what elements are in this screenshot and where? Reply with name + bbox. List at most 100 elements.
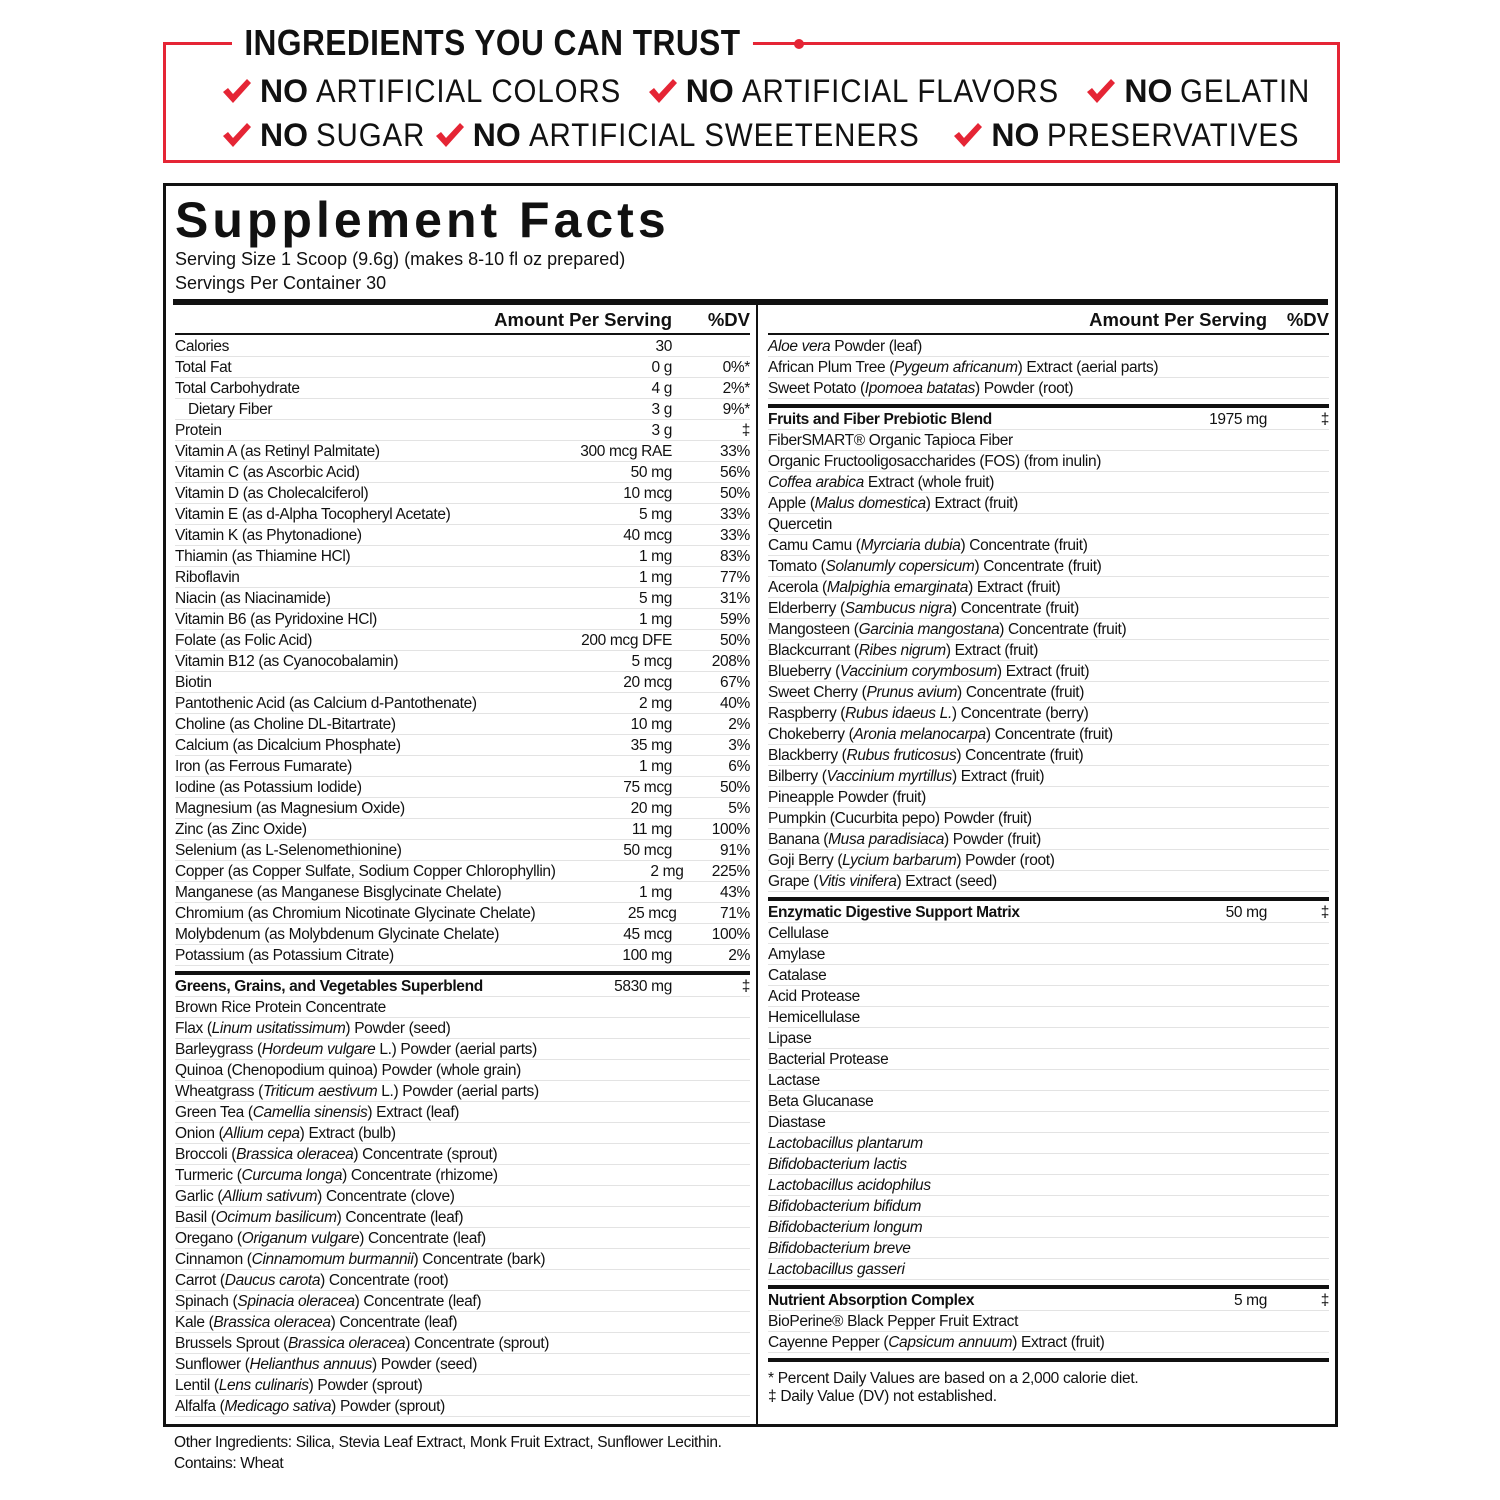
- row: Enzymatic Digestive Support Matrix 50 mg ‡: [768, 902, 1329, 923]
- row: Calcium (as Dicalcium Phosphate) 35 mg 3%: [175, 735, 750, 756]
- row: Elderberry (Sambucus nigra) Concentrate …: [768, 598, 1329, 619]
- row: Vitamin A (as Retinyl Palmitate) 300 mcg …: [175, 441, 750, 462]
- row: Garlic (Allium sativum) Concentrate (clo…: [175, 1186, 750, 1207]
- check-shape: [223, 123, 251, 147]
- row: Apple (Malus domestica) Extract (fruit): [768, 493, 1329, 514]
- ingredient-name: Pantothenic Acid (as Calcium d-Pantothen…: [175, 695, 477, 712]
- dot: [794, 39, 804, 49]
- name-italic: Allium cepa: [223, 1125, 300, 1142]
- name-part: Broccoli (: [175, 1146, 237, 1163]
- row: Amylase: [768, 944, 1329, 965]
- ingredient-name: Chromium (as Chromium Nicotinate Glycina…: [175, 905, 536, 922]
- name-part: Mangosteen (: [768, 621, 859, 638]
- name-part: ) Extract (fruit): [996, 663, 1090, 680]
- name-part: African Plum Tree (: [768, 359, 895, 376]
- daily-value: [672, 336, 750, 356]
- name-italic: Vitis vinifera: [818, 873, 897, 890]
- name-part: Kale (: [175, 1314, 214, 1331]
- amount: 100 mg: [622, 947, 672, 964]
- name-italic: Camellia sinensis: [252, 1104, 368, 1121]
- daily-value: 50%: [720, 779, 750, 796]
- daily-value: 225%: [711, 863, 751, 880]
- check-shape: [435, 123, 464, 147]
- name-part: ) Powder (sprout): [308, 1377, 423, 1394]
- amount: 5 mg: [638, 506, 672, 523]
- ingredient-name: Kale (Brassica oleracea) Concentrate (le…: [175, 1312, 750, 1332]
- amount: 0 g: [651, 359, 673, 376]
- ingredient-name: Lactobacillus plantarum: [768, 1133, 1329, 1153]
- row: Sweet Potato (Ipomoea batatas) Powder (r…: [768, 378, 1329, 399]
- claim-text: ARTIFICIAL SWEETENERS: [528, 117, 920, 153]
- row: Potassium (as Potassium Citrate) 100 mg 2%: [175, 945, 750, 966]
- ingredient-name: Lentil (Lens culinaris) Powder (sprout): [175, 1375, 750, 1395]
- name-part: Grape (: [768, 873, 819, 890]
- row: Molybdenum (as Molybdenum Glycinate Chel…: [175, 924, 750, 945]
- daily-value: 50%: [720, 485, 750, 502]
- name-italic: Brassica oleracea: [287, 1335, 406, 1352]
- ingredient-name: Turmeric (Curcuma longa) Concentrate (rh…: [175, 1165, 750, 1185]
- ingredient-name: BioPerine® Black Pepper Fruit Extract: [768, 1313, 1019, 1330]
- ingredient-name: Biotin: [175, 674, 212, 691]
- thick-rule: [768, 897, 1329, 901]
- name-part: ) Concentrate (berry): [951, 705, 1089, 722]
- ingredient-name: Iron (as Ferrous Fumarate): [175, 758, 352, 775]
- row: Raspberry (Rubus idaeus L.) Concentrate …: [768, 703, 1329, 724]
- name-part: Green Tea (: [175, 1104, 253, 1121]
- ingredient-name: Barleygrass (Hordeum vulgare L.) Powder …: [175, 1039, 750, 1059]
- ingredient-name: Bilberry (Vaccinium myrtillus) Extract (…: [768, 766, 1329, 786]
- daily-value: 71%: [720, 905, 750, 922]
- serving-size: Serving Size 1 Scoop (9.6g) (makes 8-10 …: [175, 249, 626, 269]
- row: FiberSMART® Organic Tapioca Fiber: [768, 430, 1329, 451]
- name-part: ) Powder (sprout): [331, 1398, 445, 1415]
- name-italic: Cinnamomum burmannii: [251, 1251, 414, 1268]
- claim-text: ARTIFICIAL FLAVORS: [741, 73, 1059, 109]
- name-part: ) Extract (fruit): [951, 768, 1045, 785]
- ingredient-name: Quercetin: [768, 516, 833, 533]
- row: Organic Fructooligosaccharides (FOS) (fr…: [768, 451, 1329, 472]
- name-part: Spinach (: [175, 1293, 238, 1310]
- name-italic: Ocimum basilicum: [215, 1209, 337, 1226]
- ingredient-name: Total Carbohydrate: [175, 380, 300, 397]
- amount: 30: [655, 338, 672, 355]
- name-part: ) Powder (fruit): [944, 831, 1041, 848]
- name-part: Onion (: [175, 1125, 224, 1142]
- name-part: Camu Camu (: [768, 537, 861, 554]
- facts-title: Supplement Facts: [175, 192, 670, 248]
- daily-value: 33%: [720, 527, 750, 544]
- row: Total Carbohydrate 4 g 2%*: [175, 378, 750, 399]
- name-italic: Triticum aestivum: [262, 1083, 378, 1100]
- ingredient-name: Carrot (Daucus carota) Concentrate (root…: [175, 1270, 750, 1290]
- ingredient-name: Alfalfa (Medicago sativa) Powder (sprout…: [175, 1396, 750, 1416]
- row: Magnesium (as Magnesium Oxide) 20 mg 5%: [175, 798, 750, 819]
- row: Lactobacillus acidophilus: [768, 1175, 1329, 1196]
- amount: 1 mg: [638, 611, 672, 628]
- name-part: Blackberry (: [768, 747, 847, 764]
- row: Lactase: [768, 1070, 1329, 1091]
- row: Cellulase: [768, 923, 1329, 944]
- ingredient-name: Magnesium (as Magnesium Oxide): [175, 800, 405, 817]
- name-italic: Capsicum annuum: [888, 1334, 1013, 1351]
- ingredient-name: Raspberry (Rubus idaeus L.) Concentrate …: [768, 703, 1329, 723]
- name-part: Goji Berry (: [768, 852, 843, 869]
- row: Blueberry (Vaccinium corymbosum) Extract…: [768, 661, 1329, 682]
- amount: 1 mg: [638, 758, 672, 775]
- row: Kale (Brassica oleracea) Concentrate (le…: [175, 1312, 750, 1333]
- ingredient-name: Potassium (as Potassium Citrate): [175, 947, 394, 964]
- name-part: Carrot (: [175, 1272, 225, 1289]
- ingredient-name: Amylase: [768, 946, 825, 963]
- ingredient-name: Bifidobacterium lactis: [768, 1154, 1329, 1174]
- ingredient-name: Sweet Potato (Ipomoea batatas) Powder (r…: [768, 378, 1329, 398]
- row: Pantothenic Acid (as Calcium d-Pantothen…: [175, 693, 750, 714]
- spacer: [768, 305, 1027, 333]
- row: Bilberry (Vaccinium myrtillus) Extract (…: [768, 766, 1329, 787]
- name-part: Lentil (: [175, 1377, 219, 1394]
- ingredient-name: Brown Rice Protein Concentrate: [175, 999, 386, 1016]
- ingredient-name: Diastase: [768, 1114, 826, 1131]
- ingredient-name: Hemicellulase: [768, 1009, 860, 1026]
- ingredient-name: Lactase: [768, 1072, 820, 1089]
- check-shape: [1087, 79, 1116, 103]
- left-column: Amount Per Serving %DV Calories 30 Total Fat…: [175, 305, 750, 1417]
- row: Bifidobacterium lactis: [768, 1154, 1329, 1175]
- name-italic: Brassica oleracea: [236, 1146, 354, 1163]
- amount: 1 mg: [638, 548, 672, 565]
